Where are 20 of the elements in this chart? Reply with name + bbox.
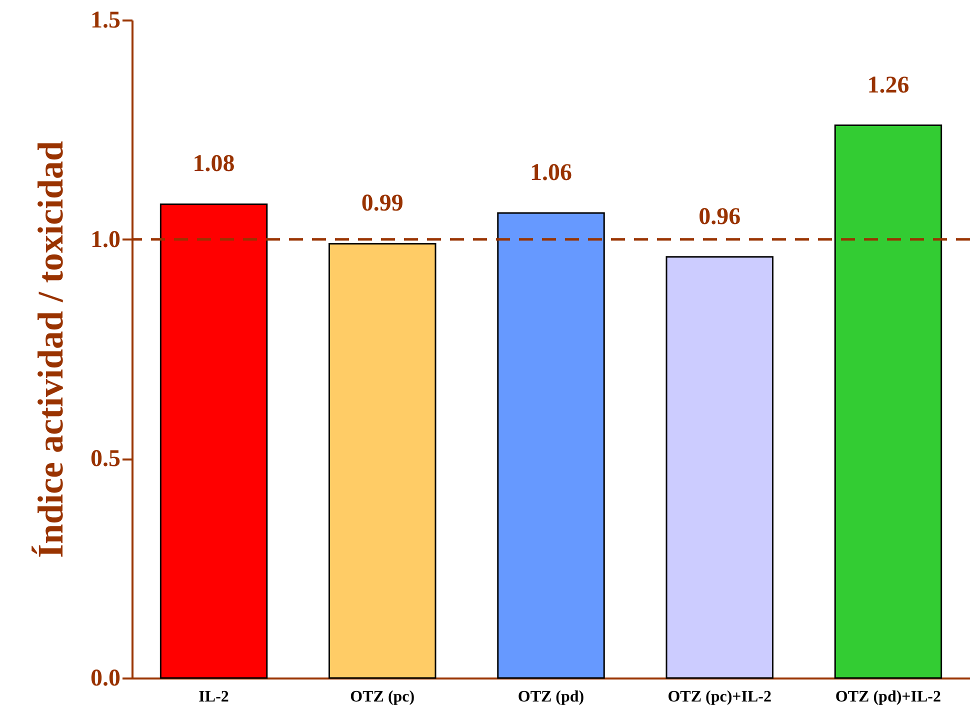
data-label: 1.06 <box>530 160 572 186</box>
x-tick-label: OTZ (pd) <box>518 688 584 706</box>
x-tick-label: OTZ (pc) <box>350 688 415 706</box>
bar <box>666 256 774 679</box>
bar <box>834 124 942 679</box>
data-label: 1.08 <box>192 151 235 178</box>
y-tick-label: 1.0 <box>90 226 120 253</box>
x-tick-label: OTZ (pd)+IL-2 <box>835 688 942 706</box>
bar <box>160 203 268 679</box>
bar <box>497 212 605 679</box>
x-tick-label: OTZ (pc)+IL-2 <box>668 688 772 706</box>
data-label: 1.26 <box>867 72 910 98</box>
y-tick-label: 0.5 <box>90 446 120 472</box>
data-label: 0.96 <box>698 204 741 230</box>
y-tick-label: 1.5 <box>90 8 120 34</box>
y-axis-title: Índice actividad / toxicidad <box>30 140 70 558</box>
x-tick-label: IL-2 <box>198 688 229 706</box>
data-label: 0.99 <box>361 190 404 217</box>
bar <box>328 242 436 679</box>
y-tick-label: 0.0 <box>90 666 120 692</box>
